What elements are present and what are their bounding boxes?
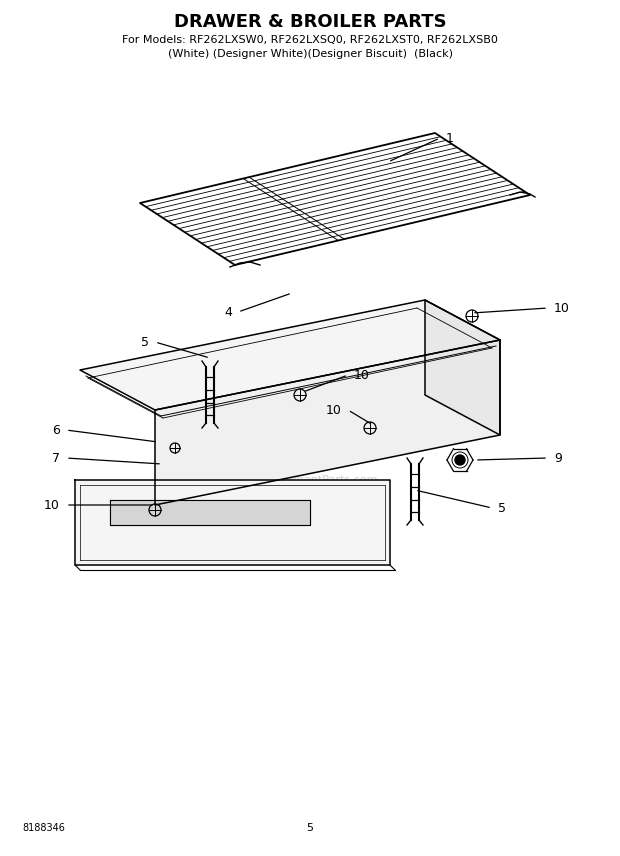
- Text: 10: 10: [44, 498, 60, 512]
- Text: 5: 5: [306, 823, 314, 833]
- Text: 4: 4: [224, 306, 232, 318]
- Text: For Models: RF262LXSW0, RF262LXSQ0, RF262LXST0, RF262LXSB0: For Models: RF262LXSW0, RF262LXSQ0, RF26…: [122, 35, 498, 45]
- Circle shape: [455, 455, 465, 465]
- Text: 6: 6: [52, 424, 60, 437]
- Text: 10: 10: [326, 403, 342, 417]
- Text: DRAWER & BROILER PARTS: DRAWER & BROILER PARTS: [174, 13, 446, 31]
- Text: 5: 5: [141, 336, 149, 348]
- Polygon shape: [80, 300, 500, 410]
- Text: 9: 9: [554, 451, 562, 465]
- Text: 10: 10: [354, 368, 370, 382]
- Text: 8188346: 8188346: [22, 823, 65, 833]
- Text: eReplacementParts.com: eReplacementParts.com: [242, 475, 378, 485]
- Text: 5: 5: [498, 502, 506, 514]
- Text: 10: 10: [554, 301, 570, 314]
- Polygon shape: [110, 500, 310, 525]
- Polygon shape: [425, 300, 500, 435]
- Polygon shape: [155, 340, 500, 505]
- Text: 7: 7: [52, 451, 60, 465]
- Polygon shape: [75, 480, 390, 565]
- Text: 1: 1: [446, 132, 454, 145]
- Text: (White) (Designer White)(Designer Biscuit)  (Black): (White) (Designer White)(Designer Biscui…: [167, 49, 453, 59]
